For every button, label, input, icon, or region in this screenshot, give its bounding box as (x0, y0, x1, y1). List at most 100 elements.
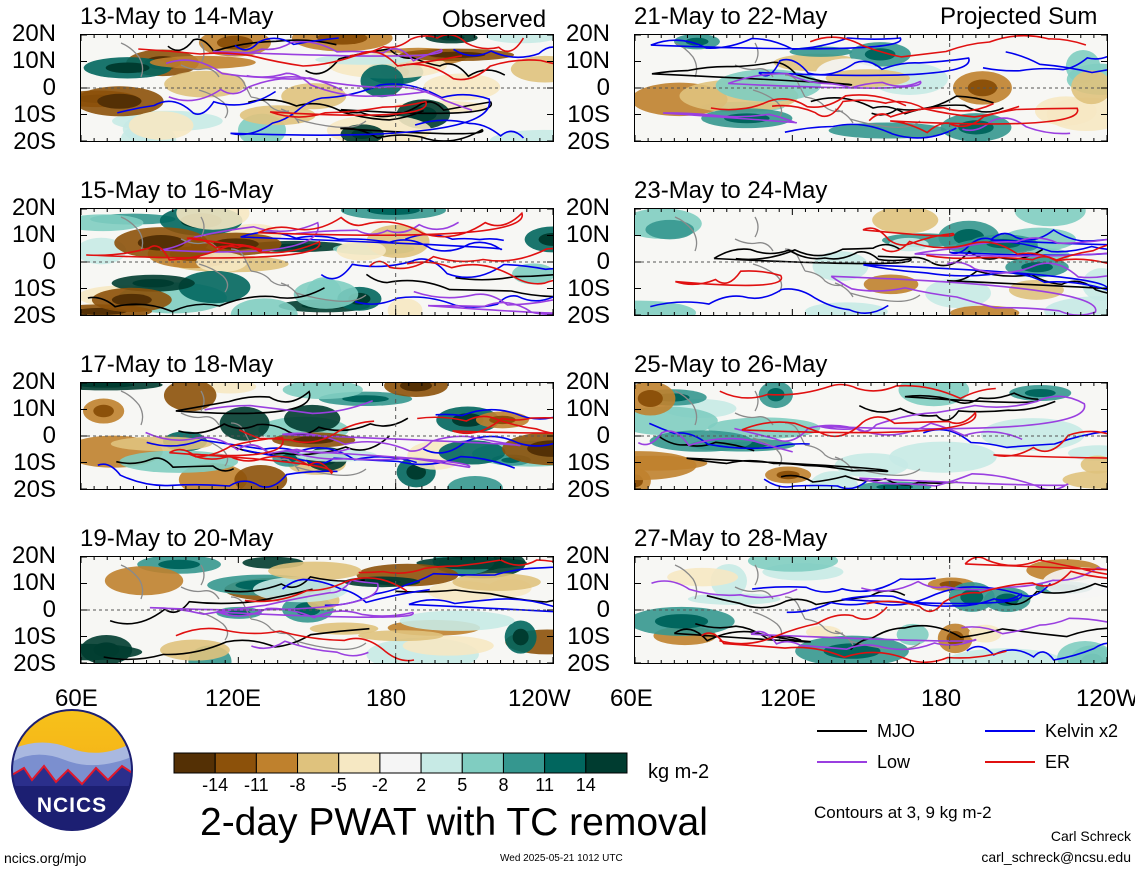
kelvin-contour (863, 264, 1107, 291)
coastline (280, 282, 300, 298)
coastline (295, 292, 367, 303)
er-contour (868, 102, 994, 122)
timestamp: Wed 2025-05-21 1012 UTC (500, 853, 623, 864)
pwat-anomaly-fill (387, 298, 423, 315)
y-tick-label: 10N (11, 47, 56, 74)
coastline (250, 618, 290, 635)
coastline (734, 238, 774, 252)
observed-label: Observed (442, 6, 547, 33)
er-contour (138, 48, 463, 67)
y-tick-label: 0 (596, 248, 610, 275)
y-tick-label: 10S (13, 275, 56, 302)
pwat-anomaly-core (400, 383, 432, 392)
pwat-anomaly-fill (160, 639, 230, 661)
site-url[interactable]: ncics.org/mjo (4, 850, 87, 866)
pwat-anomaly-fill (452, 573, 541, 591)
pwat-anomaly-fill (447, 476, 503, 489)
low-contour (212, 40, 443, 62)
panel-title: 25-May to 26-May (634, 351, 828, 378)
y-tick-label: 20S (13, 302, 56, 329)
er-contour (186, 237, 263, 252)
coastline (674, 390, 698, 426)
panel-title: 15-May to 16-May (80, 177, 274, 204)
low-contour (750, 630, 977, 651)
er-contour (809, 35, 1087, 58)
projected-sum-label: Projected Sum (940, 3, 1098, 30)
y-tick-label: 10N (565, 395, 610, 422)
pwat-anomaly-core (111, 293, 152, 306)
x-tick-label: 60E (55, 685, 98, 712)
pwat-anomaly-fill (402, 635, 494, 656)
er-contour (175, 627, 415, 662)
chart-title: 2-day PWAT with TC removal (200, 801, 708, 844)
pwat-anomaly-fill (747, 557, 839, 572)
pwat-anomaly-fill (360, 64, 404, 98)
panel-title: 27-May to 28-May (634, 525, 828, 552)
colorbar-tick-label: -11 (244, 775, 269, 795)
pwat-anomaly-fill (423, 73, 501, 101)
pwat-anomaly-core (538, 232, 553, 246)
y-tick-label: 10S (13, 101, 56, 128)
kelvin-contour (786, 582, 1052, 614)
x-tick-label: 60E (610, 685, 653, 712)
pwat-anomaly-fill (336, 240, 386, 261)
coastline (734, 412, 774, 426)
low-contour (662, 112, 798, 124)
low-contour (282, 432, 521, 452)
low-contour (428, 301, 553, 315)
coastline (198, 611, 229, 641)
map-panel (80, 382, 554, 490)
coastline (295, 466, 367, 477)
kelvin-contour (354, 295, 553, 308)
panel-title: 13-May to 14-May (80, 3, 274, 30)
er-contour (964, 557, 1107, 575)
kelvin-contour (1005, 51, 1107, 74)
kelvin-contour (435, 408, 553, 420)
y-tick-label: 20S (567, 650, 610, 677)
y-tick-label: 10S (567, 623, 610, 650)
panel-title: 21-May to 22-May (634, 3, 828, 30)
er-contour (710, 94, 907, 111)
pwat-anomaly-fill (309, 622, 379, 635)
low-contour (961, 617, 1107, 635)
pwat-anomaly-fill (230, 298, 298, 315)
pwat-anomaly-core (654, 614, 709, 629)
mjo-contour (659, 436, 755, 452)
low-contour (962, 117, 1071, 135)
colorbar-swatch (297, 752, 340, 774)
low-contour (818, 395, 1086, 433)
y-tick-label: 0 (42, 74, 56, 101)
pwat-anomaly-core (685, 37, 709, 46)
pwat-anomaly-fill (203, 383, 257, 394)
colorbar-tick-label: 2 (416, 775, 427, 795)
kelvin-contour (324, 566, 553, 607)
y-tick-label: 10S (13, 449, 56, 476)
colorbar-swatch (173, 752, 216, 774)
y-tick-label: 20S (567, 128, 610, 155)
pwat-anomaly-core (132, 278, 175, 288)
legend-label-kelvin: Kelvin x2 (1045, 721, 1119, 741)
legend-label-mjo: MJO (877, 721, 915, 741)
mjo-contour (735, 243, 901, 261)
er-contour (349, 35, 525, 57)
low-contour (217, 607, 414, 619)
mjo-contour (175, 390, 311, 415)
colorbar-tick-label: 11 (535, 775, 554, 795)
pwat-anomaly-fill (268, 561, 362, 581)
mjo-contour (1003, 582, 1107, 606)
er-contour (358, 559, 553, 574)
pwat-anomaly-fill (358, 630, 444, 642)
kelvin-contour (922, 428, 1107, 449)
pwat-map (635, 35, 1107, 141)
kelvin-contour (982, 55, 1107, 72)
pwat-anomaly-fill (486, 35, 553, 44)
coastline (834, 630, 854, 646)
er-contour (238, 420, 375, 444)
colorbar-swatch (214, 752, 257, 774)
kelvin-contour (752, 577, 936, 593)
pwat-anomaly-fill (825, 69, 910, 88)
y-tick-label: 20S (13, 650, 56, 677)
coastline (752, 89, 783, 119)
coastline (754, 390, 759, 412)
coastline (754, 42, 759, 64)
